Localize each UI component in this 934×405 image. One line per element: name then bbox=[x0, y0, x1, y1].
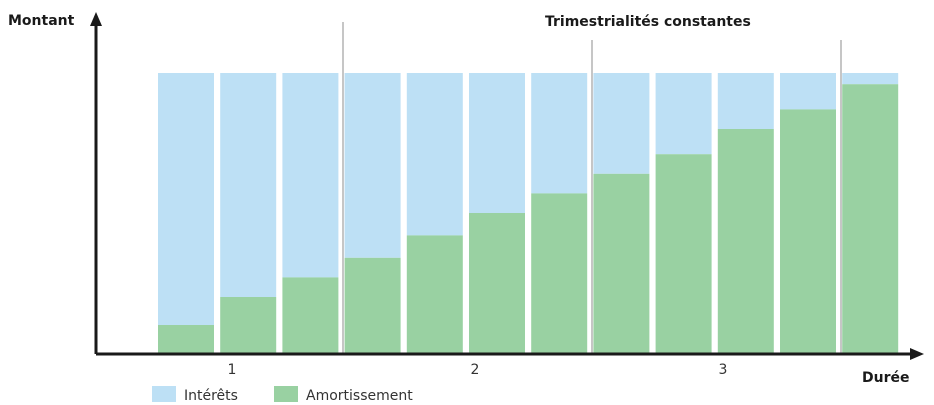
legend-label-interets: Intérêts bbox=[184, 388, 238, 404]
bar-amortissement bbox=[531, 193, 588, 353]
x-axis-arrow bbox=[910, 348, 924, 360]
bar-interets bbox=[531, 73, 588, 194]
bar-interets bbox=[158, 73, 214, 325]
y-axis-arrow bbox=[90, 12, 102, 26]
year-labels: 1 2 3 bbox=[228, 362, 728, 378]
bar-interets bbox=[344, 73, 401, 258]
bar-amortissement bbox=[282, 277, 339, 353]
legend-swatch-amortissement bbox=[274, 386, 298, 402]
year-tick-label: 3 bbox=[719, 362, 728, 378]
bar-interets bbox=[282, 73, 339, 278]
bar-amortissement bbox=[220, 297, 277, 353]
year-tick-label: 1 bbox=[228, 362, 237, 378]
legend-label-amortissement: Amortissement bbox=[306, 388, 413, 404]
year-tick-label: 2 bbox=[471, 362, 480, 378]
bar-amortissement bbox=[469, 213, 525, 353]
bar-amortissement bbox=[717, 129, 774, 353]
bar-interets bbox=[406, 73, 463, 236]
bar-amortissement bbox=[406, 235, 463, 353]
axes bbox=[90, 12, 924, 360]
bar-interets bbox=[593, 73, 650, 174]
bar-amortissement bbox=[655, 154, 712, 353]
bar-interets bbox=[469, 73, 525, 213]
bar-amortissement bbox=[780, 109, 836, 354]
y-axis-label: Montant bbox=[8, 13, 75, 29]
legend: Intérêts Amortissement bbox=[152, 386, 413, 404]
bar-amortissement bbox=[344, 257, 401, 353]
legend-swatch-interets bbox=[152, 386, 176, 402]
bar-interets bbox=[842, 73, 899, 85]
bar-amortissement bbox=[593, 173, 650, 353]
bar-amortissement bbox=[842, 84, 899, 353]
chart-title: Trimestrialités constantes bbox=[545, 14, 751, 30]
bars-layer bbox=[158, 73, 899, 354]
year-separators bbox=[342, 22, 842, 354]
bar-interets bbox=[655, 73, 712, 155]
bar-interets bbox=[220, 73, 277, 297]
bar-amortissement bbox=[158, 325, 214, 353]
x-axis-label: Durée bbox=[862, 370, 909, 386]
bar-interets bbox=[780, 73, 836, 110]
bar-interets bbox=[717, 73, 774, 129]
